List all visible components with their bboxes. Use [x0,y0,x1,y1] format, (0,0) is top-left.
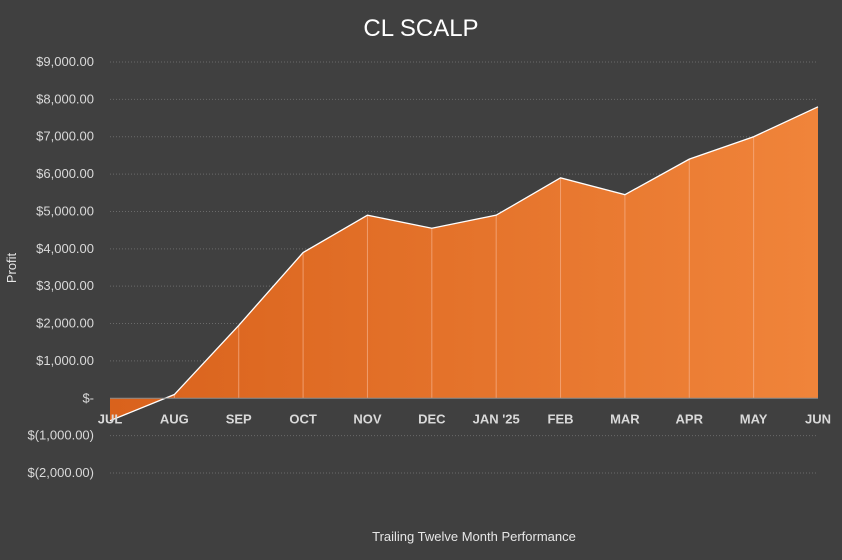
x-axis-label: Trailing Twelve Month Performance [372,529,576,544]
x-tick-label: JUN [805,411,831,426]
y-tick-label: $- [82,390,94,405]
y-tick-label: $4,000.00 [36,241,94,256]
x-tick-label: FEB [548,411,574,426]
x-tick-label: OCT [289,411,317,426]
series-line [109,106,819,422]
x-tick-label: MAR [610,411,640,426]
y-tick-label: $9,000.00 [36,54,94,69]
y-tick-label: $1,000.00 [36,353,94,368]
x-tick-label: JAN '25 [473,411,520,426]
y-axis-ticks: $9,000.00 $8,000.00 $7,000.00 $6,000.00 $5,0… [28,54,95,480]
series-area [110,106,818,421]
y-tick-label: $7,000.00 [36,129,94,144]
x-tick-label: DEC [418,411,446,426]
x-tick-label: NOV [353,411,382,426]
y-tick-label: $2,000.00 [36,316,94,331]
y-tick-label: $5,000.00 [36,203,94,218]
x-tick-label: APR [676,411,704,426]
area-layer [109,106,819,422]
x-tick-label: SEP [226,411,252,426]
y-tick-label: $3,000.00 [36,278,94,293]
x-tick-label: MAY [740,411,768,426]
y-axis-label: Profit [4,252,19,283]
chart-title: CL SCALP [363,15,478,42]
x-axis-ticks: JUL AUG SEP OCT NOV DEC JAN '25 FEB MAR APR MAY JUN [98,411,831,426]
y-tick-label: $(1,000.00) [28,428,95,443]
y-tick-label: $6,000.00 [36,166,94,181]
y-tick-label: $(2,000.00) [28,465,95,480]
x-tick-label: JUL [98,411,123,426]
y-tick-label: $8,000.00 [36,91,94,106]
x-tick-label: AUG [160,411,189,426]
